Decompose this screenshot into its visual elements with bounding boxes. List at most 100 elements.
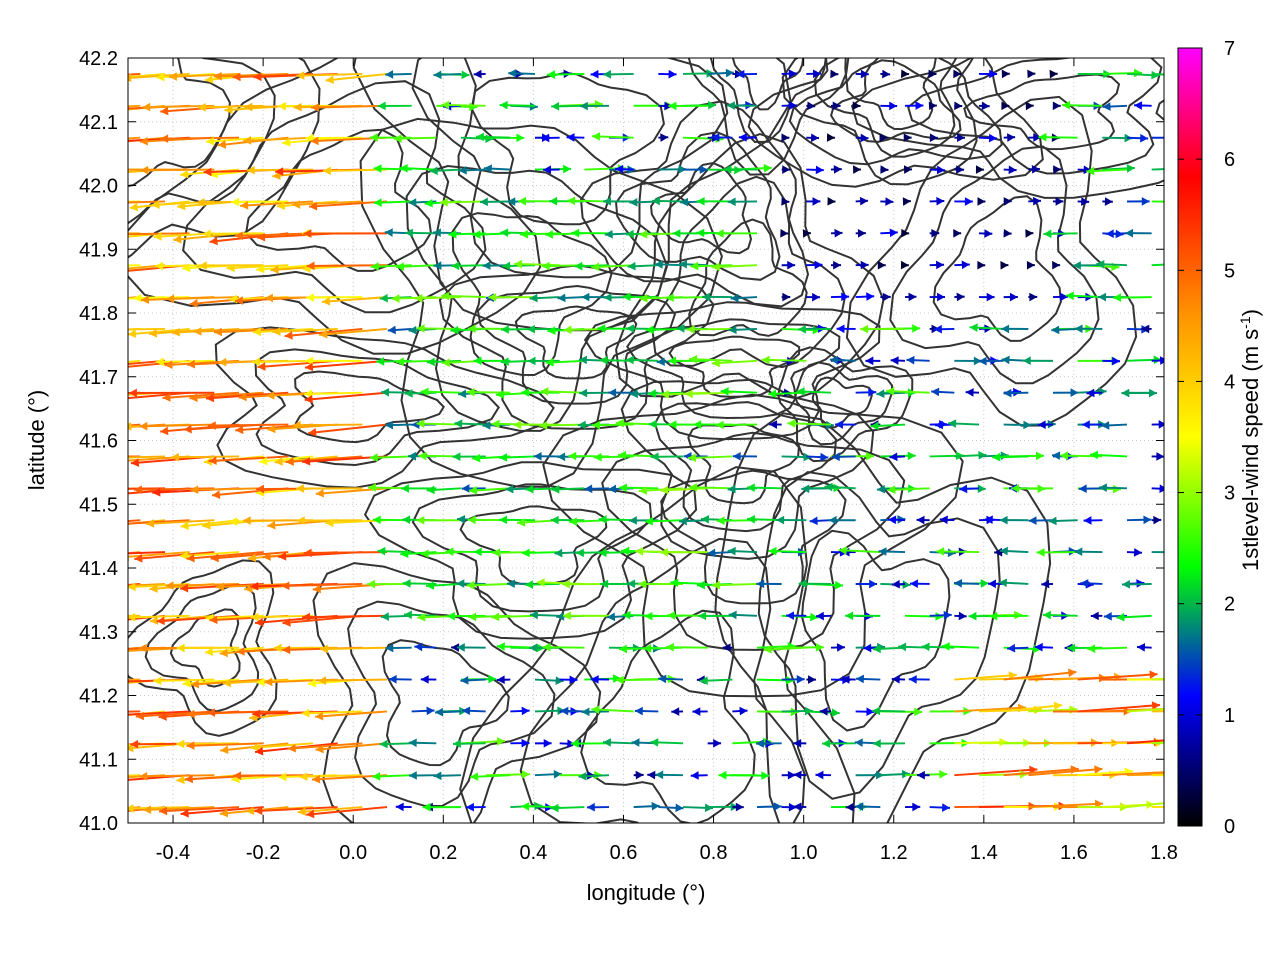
wind-vector-head: [603, 293, 612, 302]
contour-line: [411, 483, 653, 613]
wind-vector-head: [968, 611, 977, 621]
wind-vector-head: [619, 483, 627, 493]
wind-vector-shaft: [325, 72, 388, 82]
wind-vector-head: [602, 738, 612, 747]
wind-vector-head: [219, 808, 229, 818]
wind-vector: [202, 229, 264, 239]
wind-vector: [929, 165, 945, 175]
wind-vector-head: [128, 612, 136, 622]
contour-line: [963, 73, 1121, 151]
wind-vector: [954, 197, 973, 206]
wind-vector-head: [1067, 643, 1076, 653]
wind-vector: [432, 228, 462, 237]
wind-vector: [732, 802, 744, 812]
wind-vector: [904, 101, 924, 110]
wind-vector-head: [627, 579, 636, 588]
wind-vector-head: [1112, 484, 1121, 494]
wind-vector-head: [592, 132, 601, 141]
wind-vector: [1151, 356, 1164, 365]
wind-vector: [806, 165, 824, 175]
wind-vector: [488, 292, 536, 302]
wind-vector: [999, 515, 1029, 525]
wind-vector: [650, 738, 684, 747]
wind-vector-head: [696, 228, 705, 238]
wind-vector: [989, 611, 1029, 621]
wind-vector: [1151, 710, 1164, 713]
wind-vector-shaft: [139, 774, 215, 778]
wind-vector: [806, 197, 821, 206]
wind-vector-head: [984, 229, 993, 238]
wind-vector-head: [625, 355, 634, 365]
wind-vector-head: [776, 515, 785, 525]
wind-vector: [1126, 515, 1152, 525]
wind-vector-shaft: [1151, 741, 1164, 745]
wind-vector-head: [868, 388, 877, 397]
wind-vector-head: [866, 292, 875, 301]
wind-vector-head: [408, 771, 417, 780]
wind-vector-head: [1148, 388, 1157, 398]
wind-vector-shaft: [207, 710, 289, 714]
wind-vector: [473, 69, 486, 79]
wind-vector: [1151, 741, 1164, 745]
wind-vector-head: [798, 579, 807, 588]
wind-vector: [696, 196, 733, 206]
wind-vector-head: [702, 292, 710, 302]
wind-vector-shaft: [1077, 770, 1133, 777]
wind-vector-head: [592, 420, 601, 430]
wind-vector: [210, 551, 289, 563]
wind-vector-head: [281, 581, 290, 591]
wind-vector-head: [208, 456, 217, 465]
wind-vector-head: [914, 707, 923, 717]
wind-vector: [872, 706, 906, 716]
wind-vector-head: [928, 69, 937, 79]
colorbar-title-superscript: -1: [1237, 316, 1253, 329]
wind-vector-head: [569, 517, 578, 526]
wind-vector: [698, 611, 733, 621]
wind-vector-head: [1036, 548, 1045, 557]
wind-vector-head: [977, 260, 986, 270]
colorbar-tick-label: 4: [1224, 371, 1235, 393]
wind-vector: [689, 355, 733, 364]
wind-vector: [756, 579, 782, 589]
wind-vector-head: [1086, 166, 1095, 176]
wind-vector-head: [550, 803, 559, 813]
wind-vector: [628, 516, 659, 525]
wind-vector: [793, 770, 807, 780]
wind-vector-head: [242, 516, 251, 525]
wind-vector: [692, 707, 708, 716]
wind-vector: [870, 421, 906, 431]
wind-vector-head: [687, 453, 696, 463]
wind-vector-shaft: [159, 806, 240, 813]
wind-vector: [830, 260, 842, 270]
wind-vector-head: [969, 323, 978, 332]
wind-vector: [160, 134, 240, 143]
wind-vector: [499, 100, 536, 110]
wind-vector-head: [500, 325, 509, 334]
contour-line: [781, 58, 978, 186]
wind-vector: [615, 164, 634, 174]
wind-vector-head: [403, 610, 413, 620]
wind-vector: [806, 69, 821, 79]
wind-vector-head: [1001, 324, 1010, 334]
wind-vector-head: [891, 579, 900, 589]
wind-vector: [711, 262, 758, 272]
wind-vector: [904, 292, 917, 302]
wind-vector: [781, 260, 796, 270]
wind-vector-head: [889, 228, 898, 238]
wind-vector: [566, 133, 585, 142]
wind-vector-head: [499, 100, 508, 110]
wind-vector-head: [224, 105, 233, 115]
wind-vector-head: [902, 580, 911, 590]
wind-vector-head: [508, 69, 517, 78]
colorbar-tick-label: 2: [1224, 594, 1235, 616]
contour-line: [128, 559, 278, 737]
wind-vector: [652, 196, 684, 206]
wind-vector-head: [1101, 421, 1110, 430]
wind-vector: [826, 133, 835, 142]
wind-vector-head: [812, 69, 821, 79]
wind-vector: [711, 580, 758, 590]
wind-vector-shaft: [213, 72, 289, 78]
wind-vector-head: [898, 642, 907, 652]
wind-vector: [533, 451, 560, 461]
wind-vector: [372, 772, 412, 781]
